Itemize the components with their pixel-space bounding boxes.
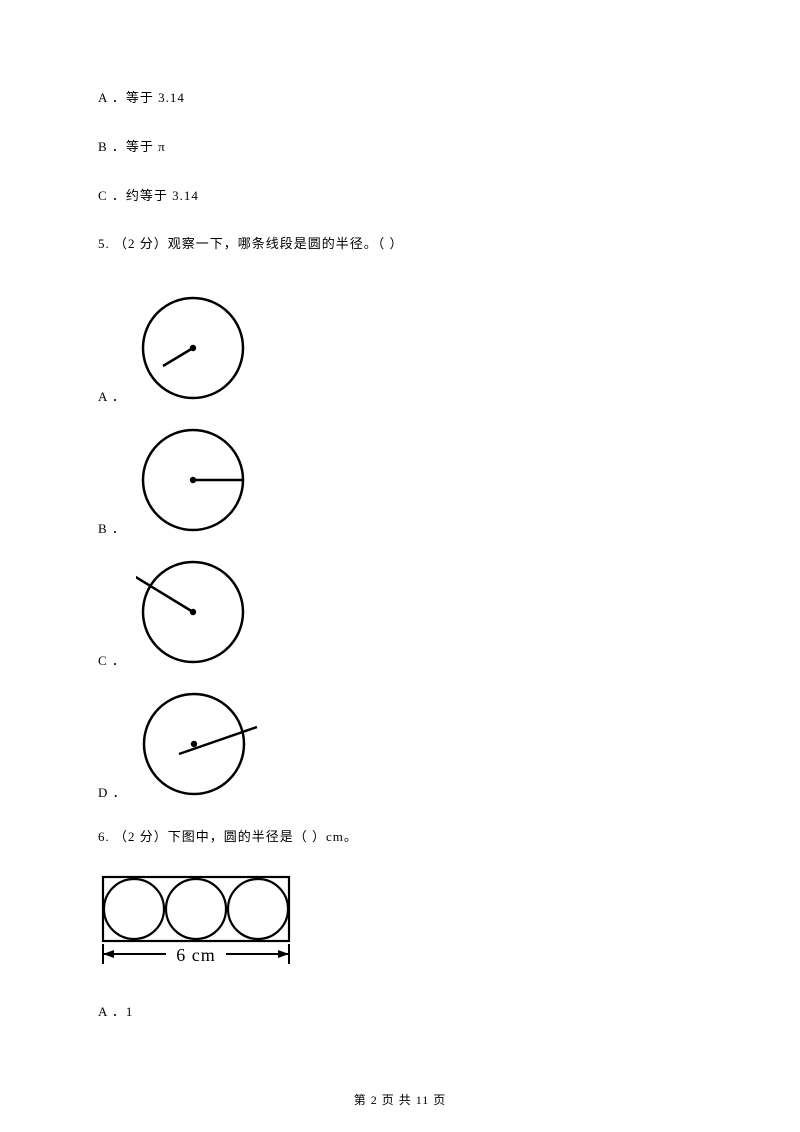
q5-option-c-label: C ． — [98, 650, 126, 669]
q5-option-d-label: D ． — [98, 782, 127, 801]
q5-stem: 5. （2 分）观察一下，哪条线段是圆的半径。（ ） — [98, 234, 702, 255]
q5-figure-b — [136, 423, 256, 537]
q5-figure-a — [136, 291, 256, 405]
q4-option-b[interactable]: B ．等于 π — [98, 137, 702, 158]
q6-figure: 6 cm — [98, 874, 702, 974]
q5-option-b[interactable]: B ． — [98, 423, 702, 537]
q6-option-a[interactable]: A ．1 — [98, 1002, 702, 1023]
q5-option-a[interactable]: A ． — [98, 291, 702, 405]
page-footer: 第 2 页 共 11 页 — [0, 1091, 800, 1108]
q4-option-c[interactable]: C ．约等于 3.14 — [98, 186, 702, 207]
q5-figure-c — [136, 555, 256, 669]
svg-text:6 cm: 6 cm — [176, 945, 216, 965]
q5-option-a-label: A ． — [98, 386, 126, 405]
q5-option-c[interactable]: C ． — [98, 555, 702, 669]
q5-option-b-label: B ． — [98, 518, 126, 537]
q5-option-d[interactable]: D ． — [98, 687, 702, 801]
q5-figure-d — [137, 687, 267, 801]
q6-stem: 6. （2 分）下图中，圆的半径是（ ）cm。 — [98, 827, 702, 848]
q4-option-a[interactable]: A ．等于 3.14 — [98, 88, 702, 109]
